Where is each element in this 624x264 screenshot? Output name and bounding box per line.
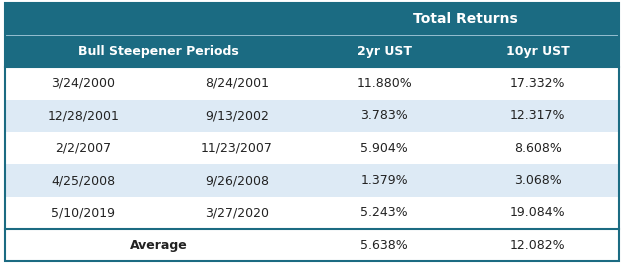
Text: Total Returns: Total Returns (413, 12, 518, 26)
Text: 3.783%: 3.783% (360, 109, 408, 122)
FancyBboxPatch shape (5, 35, 619, 67)
FancyBboxPatch shape (5, 132, 619, 164)
FancyBboxPatch shape (5, 197, 619, 229)
Text: 12.317%: 12.317% (510, 109, 565, 122)
Text: 9/26/2008: 9/26/2008 (205, 174, 269, 187)
Text: 12/28/2001: 12/28/2001 (47, 109, 119, 122)
Text: 2yr UST: 2yr UST (357, 45, 412, 58)
FancyBboxPatch shape (5, 100, 619, 132)
Text: 8/24/2001: 8/24/2001 (205, 77, 269, 90)
Text: 9/13/2002: 9/13/2002 (205, 109, 269, 122)
Text: 11.880%: 11.880% (356, 77, 412, 90)
Text: 5.243%: 5.243% (360, 206, 408, 219)
Text: 5.904%: 5.904% (360, 142, 408, 155)
Text: 2/2/2007: 2/2/2007 (55, 142, 111, 155)
FancyBboxPatch shape (5, 67, 619, 100)
Text: 10yr UST: 10yr UST (506, 45, 570, 58)
Text: 3/24/2000: 3/24/2000 (51, 77, 115, 90)
Text: 5/10/2019: 5/10/2019 (51, 206, 115, 219)
Text: 17.332%: 17.332% (510, 77, 565, 90)
FancyBboxPatch shape (312, 3, 619, 35)
Text: Bull Steepener Periods: Bull Steepener Periods (78, 45, 239, 58)
Text: 8.608%: 8.608% (514, 142, 562, 155)
Text: 19.084%: 19.084% (510, 206, 565, 219)
Text: 4/25/2008: 4/25/2008 (51, 174, 115, 187)
Text: 3/27/2020: 3/27/2020 (205, 206, 269, 219)
Text: Average: Average (130, 239, 187, 252)
Text: 1.379%: 1.379% (360, 174, 408, 187)
FancyBboxPatch shape (5, 229, 619, 261)
Text: 5.638%: 5.638% (360, 239, 408, 252)
Text: 12.082%: 12.082% (510, 239, 565, 252)
FancyBboxPatch shape (5, 164, 619, 197)
FancyBboxPatch shape (5, 3, 312, 35)
Text: 11/23/2007: 11/23/2007 (201, 142, 273, 155)
Text: 3.068%: 3.068% (514, 174, 562, 187)
